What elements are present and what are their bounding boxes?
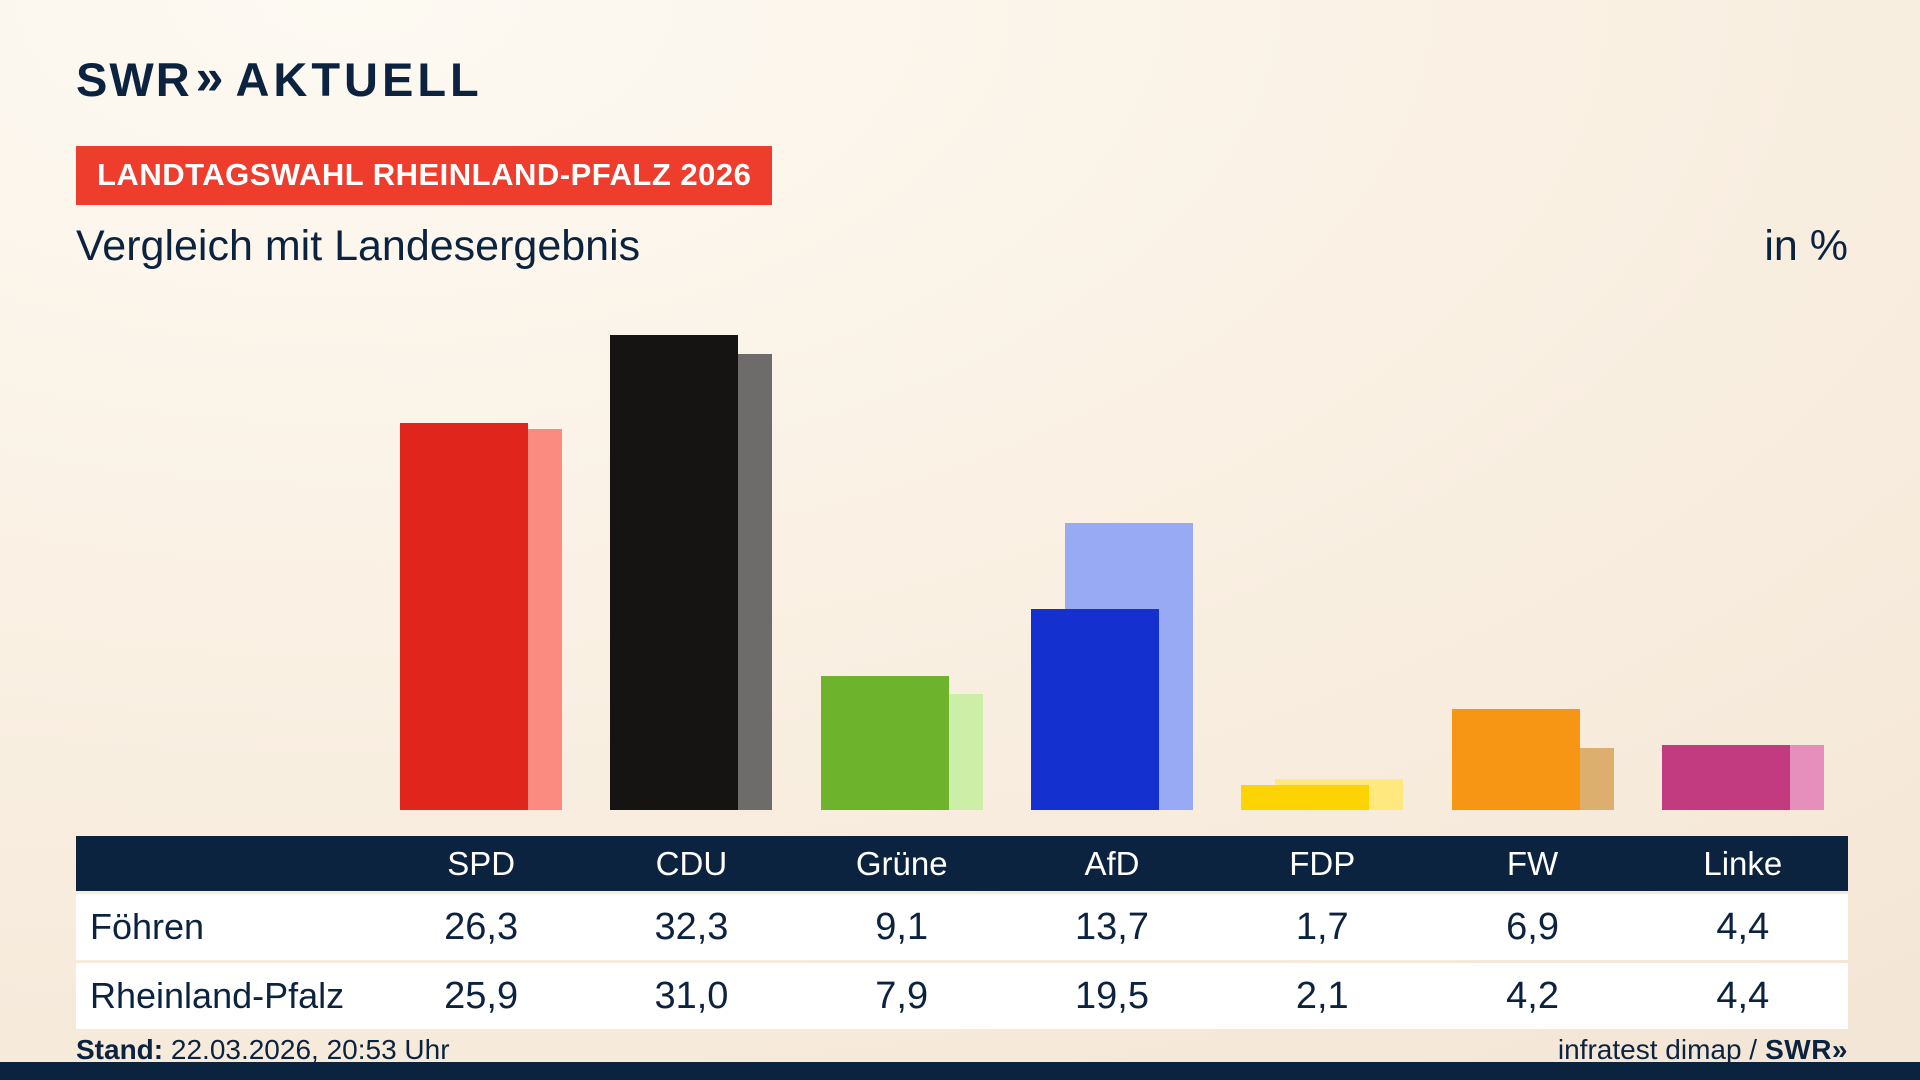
chart-column-gruene — [797, 312, 1007, 810]
value-cell: 9,1 — [875, 905, 929, 948]
election-badge: LANDTAGSWAHL RHEINLAND-PFALZ 2026 — [76, 146, 773, 205]
table-header-row: SPD CDU Grüne AfD FDP FW Linke — [76, 836, 1848, 891]
stand-value: 22.03.2026, 20:53 Uhr — [163, 1034, 450, 1065]
table-header-linke: Linke — [1703, 844, 1783, 882]
value-cell: 31,0 — [654, 974, 729, 1017]
value-cell: 26,3 — [444, 905, 519, 948]
chart-label-spacer — [76, 312, 376, 810]
chart-column-fdp — [1217, 312, 1427, 810]
bar-spd-foehren — [400, 423, 529, 810]
value-cell: 25,9 — [444, 974, 519, 1017]
page-title: Vergleich mit Landesergebnis — [76, 222, 641, 270]
title-row: Vergleich mit Landesergebnis in % — [76, 222, 1848, 271]
bar-group-afd — [1030, 312, 1193, 810]
bar-linke-foehren — [1661, 745, 1790, 810]
double-chevron-icon: » — [195, 48, 224, 105]
value-cell: 4,4 — [1716, 905, 1770, 948]
bar-group-gruene — [820, 312, 983, 810]
bar-group-linke — [1661, 312, 1824, 810]
bar-group-fdp — [1241, 312, 1404, 810]
bar-group-cdu — [610, 312, 773, 810]
bottom-navy-bar — [0, 1062, 1920, 1080]
stand-label: Stand: — [76, 1034, 164, 1065]
value-cell: 4,4 — [1716, 974, 1770, 1017]
table-header-fdp: FDP — [1289, 844, 1356, 882]
source-swr-brand: SWR» — [1765, 1034, 1848, 1065]
table-header-spd: SPD — [447, 844, 516, 882]
table-header-cdu: CDU — [655, 844, 728, 882]
bar-afd-foehren — [1030, 608, 1159, 810]
bar-gruene-foehren — [820, 676, 949, 810]
row-label: Föhren — [90, 906, 205, 947]
chart-column-linke — [1638, 312, 1848, 810]
swr-wordmark: SWR — [76, 53, 192, 106]
swr-aktuell-logo: SWR » AKTUELL — [76, 49, 483, 107]
table-row-rheinland-pfalz: Rheinland-Pfalz 25,9 31,0 7,9 19,5 2,1 4… — [76, 963, 1848, 1029]
bar-fdp-foehren — [1241, 785, 1370, 810]
chart-column-fw — [1427, 312, 1637, 810]
value-cell: 6,9 — [1506, 905, 1559, 948]
bar-group-spd — [400, 312, 563, 810]
bar-group-fw — [1451, 312, 1614, 810]
source-text: infratest dimap / — [1557, 1034, 1758, 1065]
comparison-bar-chart — [76, 312, 1848, 810]
bar-cdu-foehren — [610, 335, 739, 810]
value-cell: 1,7 — [1295, 905, 1349, 948]
timestamp: Stand: 22.03.2026, 20:53 Uhr — [76, 1034, 450, 1066]
value-cell: 13,7 — [1075, 905, 1149, 948]
chart-column-spd — [376, 312, 586, 810]
value-cell: 7,9 — [875, 974, 929, 1017]
table-header-fw: FW — [1506, 844, 1559, 882]
value-cell: 32,3 — [654, 905, 729, 948]
value-cell: 2,1 — [1295, 974, 1349, 1017]
table-row-foehren: Föhren 26,3 32,3 9,1 13,7 1,7 6,9 4,4 — [76, 894, 1848, 960]
table-header-gruene: Grüne — [855, 844, 948, 882]
unit-label: in % — [1764, 222, 1848, 270]
table-header-afd: AfD — [1084, 844, 1140, 882]
value-cell: 4,2 — [1506, 974, 1559, 1017]
value-cell: 19,5 — [1075, 974, 1149, 1017]
aktuell-wordmark: AKTUELL — [235, 53, 483, 106]
chart-column-afd — [1007, 312, 1217, 810]
source-credit: infratest dimap / SWR» — [1558, 1034, 1848, 1066]
chart-column-cdu — [586, 312, 796, 810]
bar-fw-foehren — [1451, 708, 1580, 810]
results-table: SPD CDU Grüne AfD FDP FW Linke Föhren 26… — [76, 836, 1848, 1029]
row-label: Rheinland-Pfalz — [90, 975, 345, 1016]
